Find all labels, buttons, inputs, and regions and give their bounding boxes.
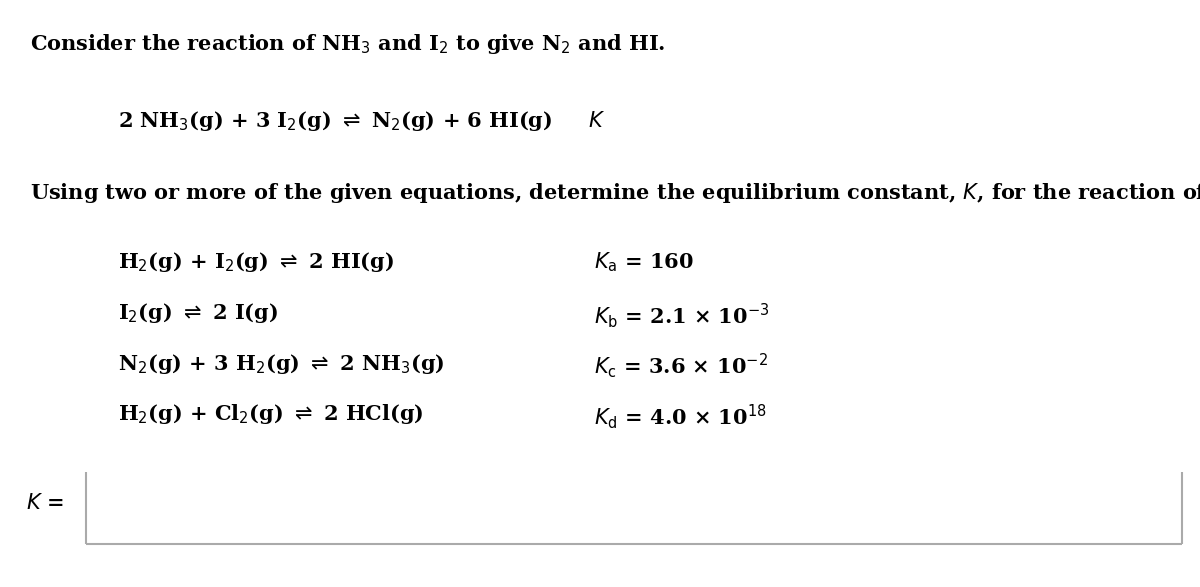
Text: H$_2$(g) + Cl$_2$(g) $\rightleftharpoons$ 2 HCl(g): H$_2$(g) + Cl$_2$(g) $\rightleftharpoons… bbox=[118, 402, 424, 426]
Text: $K_\mathrm{b}$ = 2.1 × 10$^{-3}$: $K_\mathrm{b}$ = 2.1 × 10$^{-3}$ bbox=[594, 301, 769, 330]
Text: I$_2$(g) $\rightleftharpoons$ 2 I(g): I$_2$(g) $\rightleftharpoons$ 2 I(g) bbox=[118, 301, 278, 325]
Text: $K_\mathrm{d}$ = 4.0 × 10$^{18}$: $K_\mathrm{d}$ = 4.0 × 10$^{18}$ bbox=[594, 402, 767, 431]
Text: 2 NH$_3$(g) + 3 I$_2$(g) $\rightleftharpoons$ N$_2$(g) + 6 HI(g)     $K$: 2 NH$_3$(g) + 3 I$_2$(g) $\rightleftharp… bbox=[118, 109, 606, 133]
Text: H$_2$(g) + I$_2$(g) $\rightleftharpoons$ 2 HI(g): H$_2$(g) + I$_2$(g) $\rightleftharpoons$… bbox=[118, 250, 394, 274]
Text: $K_\mathrm{c}$ = 3.6 × 10$^{-2}$: $K_\mathrm{c}$ = 3.6 × 10$^{-2}$ bbox=[594, 352, 768, 380]
Text: N$_2$(g) + 3 H$_2$(g) $\rightleftharpoons$ 2 NH$_3$(g): N$_2$(g) + 3 H$_2$(g) $\rightleftharpoon… bbox=[118, 352, 444, 376]
Text: Using two or more of the given equations, determine the equilibrium constant, $K: Using two or more of the given equations… bbox=[30, 181, 1200, 205]
Text: Consider the reaction of NH$_3$ and I$_2$ to give N$_2$ and HI.: Consider the reaction of NH$_3$ and I$_2… bbox=[30, 32, 665, 56]
Text: $K$ =: $K$ = bbox=[26, 494, 65, 514]
Text: $K_\mathrm{a}$ = 160: $K_\mathrm{a}$ = 160 bbox=[594, 250, 694, 274]
